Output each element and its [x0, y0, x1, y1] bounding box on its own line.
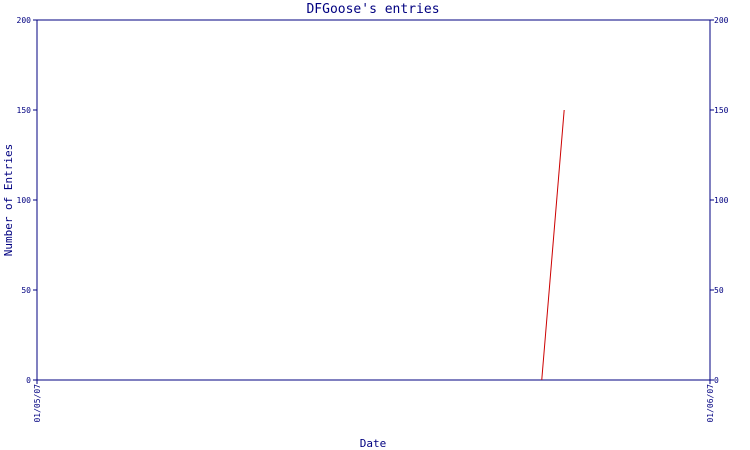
y-axis-label: Number of Entries [2, 144, 15, 257]
y-tick-label-left: 0 [26, 376, 31, 385]
y-tick-label-right: 100 [714, 196, 729, 205]
y-tick-label-right: 150 [714, 106, 729, 115]
right-axis-ticks: 0 50 100 150 200 [710, 16, 729, 385]
y-tick-label-left: 200 [17, 16, 32, 25]
y-tick-label-right: 0 [714, 376, 719, 385]
y-tick-label-left: 150 [17, 106, 32, 115]
chart-title: DFGoose's entries [306, 2, 439, 17]
left-axis-ticks: 0 50 100 150 200 [17, 16, 37, 385]
x-axis-label: Date [360, 437, 387, 450]
series-layer [541, 109, 565, 381]
x-tick-label: 01/05/07 [33, 384, 42, 423]
series-line [541, 109, 565, 381]
y-tick-label-right: 50 [714, 286, 724, 295]
y-tick-label-right: 200 [714, 16, 729, 25]
y-tick-label-left: 50 [21, 286, 31, 295]
y-tick-label-left: 100 [17, 196, 32, 205]
x-axis-ticks: 01/05/07 01/06/07 [33, 380, 715, 423]
x-tick-label: 01/06/07 [706, 384, 715, 423]
